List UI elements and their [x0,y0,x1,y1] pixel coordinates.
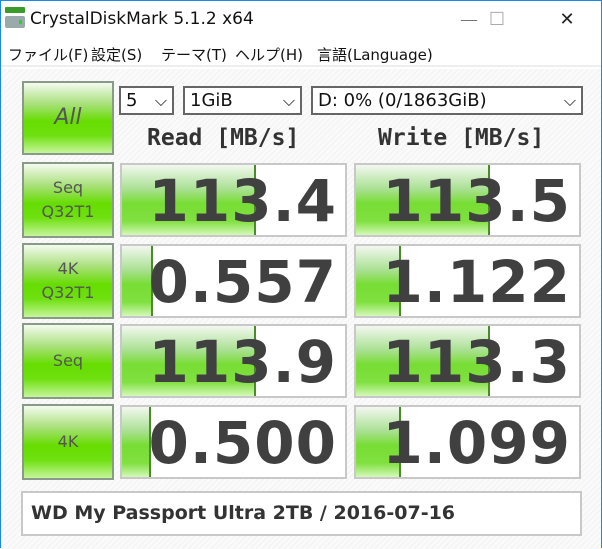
write-result: 113.5 [354,163,581,237]
write-value: 1.099 [382,409,571,477]
read-bar [122,407,151,477]
all-label: All [54,105,82,130]
write-value: 1.122 [382,248,571,316]
test-label: 4K [57,432,79,451]
write-bar [356,326,490,396]
write-bar [356,407,401,477]
title-bar: CrystalDiskMark 5.1.2 x64 — ☐ ✕ [1,1,601,39]
read-bar [122,246,154,316]
menu-bar: ファイル(F) 設定(S) テーマ(T) ヘルプ(H) 言語(Language) [1,39,601,67]
menu-theme[interactable]: テーマ(T) [161,46,227,64]
drive-select[interactable]: D: 0% (0/1863GiB) ⌵ [311,86,583,115]
comment-field[interactable]: WD My Passport Ultra 2TB / 2016-07-16 [21,491,582,536]
read-result: 0.500 [120,405,347,479]
test-label: Seq [52,351,84,370]
read-value: 0.557 [148,248,337,316]
test-sublabel: Q32T1 [41,202,95,221]
chevron-down-icon: ⌵ [563,91,576,110]
write-value: 113.3 [382,328,571,396]
count-select[interactable]: 5 ⌵ [119,86,174,115]
read-value: 113.9 [148,328,337,396]
test-sublabel: Q32T1 [41,283,95,302]
test-button[interactable]: Seq [22,323,114,399]
read-header: Read [MB/s] [147,125,300,151]
write-value: 113.5 [382,167,571,235]
read-value: 0.500 [148,409,337,477]
drive-value: D: 0% (0/1863GiB) [318,90,487,111]
test-button[interactable]: Seq Q32T1 [22,162,114,238]
read-bar [122,165,256,235]
read-result: 0.557 [120,244,347,318]
menu-language[interactable]: 言語(Language) [317,46,433,64]
app-disk-icon [5,7,25,31]
test-label: 4K [57,259,79,278]
maximize-button[interactable]: ☐ [488,8,506,30]
write-bar [356,246,401,316]
chevron-down-icon: ⌵ [282,91,295,110]
size-value: 1GiB [190,90,233,111]
count-value: 5 [126,90,138,111]
write-result: 113.3 [354,324,581,398]
window-title: CrystalDiskMark 5.1.2 x64 [30,9,254,29]
menu-file[interactable]: ファイル(F) [8,46,89,64]
minimize-button[interactable]: — [460,8,478,30]
test-button[interactable]: 4K Q32T1 [22,243,114,319]
menu-settings[interactable]: 設定(S) [91,46,143,64]
menu-help[interactable]: ヘルプ(H) [235,46,303,64]
write-result: 1.099 [354,405,581,479]
close-button[interactable]: ✕ [559,8,575,30]
write-bar [356,165,490,235]
test-button[interactable]: 4K [22,404,114,480]
size-select[interactable]: 1GiB ⌵ [183,86,302,115]
read-bar [122,326,256,396]
read-result: 113.4 [120,163,347,237]
read-result: 113.9 [120,324,347,398]
test-label: Seq [52,178,84,197]
all-button[interactable]: All [22,81,114,155]
write-result: 1.122 [354,244,581,318]
chevron-down-icon: ⌵ [154,91,167,110]
write-header: Write [MB/s] [378,125,545,151]
read-value: 113.4 [148,167,337,235]
